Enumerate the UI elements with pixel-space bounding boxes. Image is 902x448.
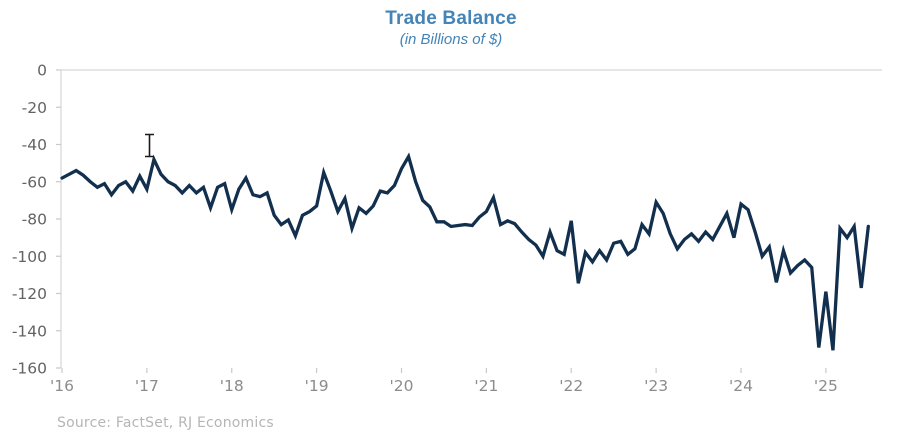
y-tick-label: -120: [12, 285, 47, 303]
y-tick-label: -40: [22, 136, 47, 154]
y-tick-label: -80: [22, 211, 47, 229]
x-tick-label: '20: [390, 377, 414, 395]
x-tick-label: '21: [474, 377, 498, 395]
x-tick-label: '16: [50, 377, 74, 395]
y-tick-label: -100: [12, 248, 47, 266]
x-tick-label: '19: [305, 377, 329, 395]
x-tick-label: '23: [644, 377, 668, 395]
y-tick-label: -20: [22, 99, 47, 117]
trade-balance-line: [60, 152, 870, 351]
y-tick-label: 0: [37, 62, 47, 80]
y-tick-label: -160: [12, 360, 47, 378]
source-note: Source: FactSet, RJ Economics: [57, 415, 274, 431]
x-tick-label: '22: [559, 377, 583, 395]
chart-title: Trade Balance: [385, 8, 517, 29]
y-axis-ticks: 0 -20 -40 -60 -80 -100 -120 -140 -160: [12, 62, 61, 378]
x-tick-label: '25: [814, 377, 838, 395]
y-tick-label: -140: [12, 322, 47, 340]
x-tick-label: '18: [220, 377, 244, 395]
x-tick-label: '17: [135, 377, 159, 395]
chart-subtitle: (in Billions of $): [399, 31, 503, 48]
x-tick-label: '24: [729, 377, 753, 395]
x-axis-ticks: '16 '17 '18 '19 '20 '21 '22 '23 '24 '25: [50, 368, 838, 395]
text-cursor-pointer: [145, 133, 154, 158]
y-tick-label: -60: [22, 173, 47, 191]
